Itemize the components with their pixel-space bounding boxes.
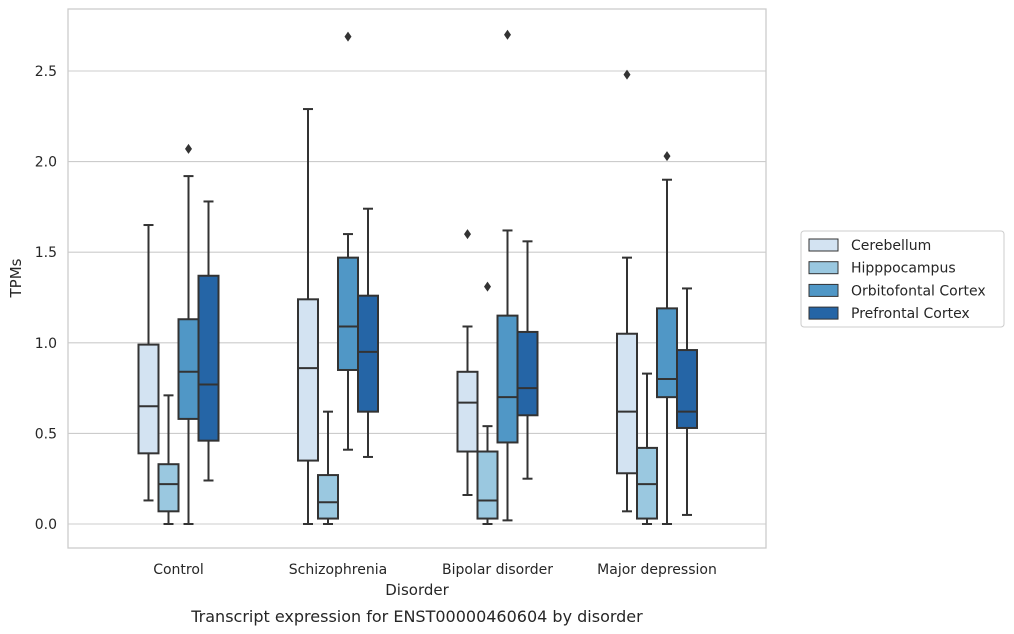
box-iqr	[616, 332, 638, 475]
y-tick-label: 2.0	[35, 155, 57, 171]
y-tick-label: 0.5	[35, 426, 57, 442]
box-plot	[616, 69, 638, 513]
x-tick-label: Control	[153, 562, 204, 578]
box-series	[137, 29, 698, 525]
box-plot	[496, 29, 519, 522]
box-iqr	[456, 370, 479, 453]
box-iqr	[476, 450, 499, 520]
box-plot	[476, 281, 499, 525]
box-iqr	[157, 463, 180, 513]
outlier-point	[623, 69, 631, 80]
y-axis-label: TPMs	[7, 258, 25, 298]
box-plot	[656, 151, 678, 525]
legend-swatch	[808, 261, 839, 275]
box-plot	[157, 394, 180, 525]
box-plot	[337, 31, 359, 451]
x-tick-label: Bipolar disorder	[442, 562, 553, 578]
outlier-point	[344, 31, 352, 42]
x-tick-label: Schizophrenia	[289, 562, 387, 578]
box-iqr	[357, 294, 379, 413]
box-iqr	[177, 318, 200, 420]
box-plot	[516, 240, 539, 480]
legend-swatch	[808, 238, 839, 252]
box-iqr	[137, 343, 160, 455]
box-plot	[297, 108, 319, 525]
y-tick-label: 2.5	[35, 64, 57, 80]
box-plot	[137, 224, 160, 502]
y-tick-labels: 0.0 0.5 1.0 1.5 2.0 2.5	[35, 64, 57, 533]
box-iqr	[197, 274, 220, 442]
box-iqr	[317, 474, 339, 520]
legend-label: Cerebellum	[851, 238, 931, 254]
box-plot	[317, 410, 339, 525]
box-plot	[197, 200, 220, 482]
box-iqr	[656, 307, 678, 399]
legend-swatch	[808, 306, 839, 320]
y-tick-label: 1.5	[35, 245, 57, 261]
legend-label: Prefrontal Cortex	[851, 306, 970, 322]
box-plot	[636, 372, 658, 525]
legend: Cerebellum Hipppocampus Orbitofontal Corte…	[800, 230, 1005, 328]
box-plot	[357, 207, 379, 458]
outlier-point	[504, 29, 511, 40]
legend-label: Orbitofontal Cortex	[851, 283, 986, 299]
chart-caption: Transcript expression for ENST0000046060…	[190, 607, 643, 626]
x-tick-labels: Control Schizophrenia Bipolar disorder Majo…	[153, 562, 717, 578]
box-plot	[676, 287, 698, 516]
legend-label: Hipppocampus	[851, 261, 956, 277]
box-iqr	[496, 314, 519, 444]
box-iqr	[337, 256, 359, 371]
x-axis-label: Disorder	[385, 581, 449, 599]
x-tick-label: Major depression	[597, 562, 717, 578]
plot-frame	[67, 8, 767, 549]
outlier-point	[663, 151, 671, 162]
y-tick-label: 0.0	[35, 517, 57, 533]
legend-swatch	[808, 283, 839, 297]
box-iqr	[516, 330, 539, 417]
box-iqr	[676, 349, 698, 429]
box-plot	[177, 143, 200, 525]
outlier-point	[484, 281, 491, 292]
legend-frame	[800, 230, 1005, 328]
gridlines	[68, 70, 766, 525]
outlier-point	[464, 229, 471, 240]
box-plot	[456, 229, 479, 497]
box-iqr	[297, 298, 319, 462]
y-tick-label: 1.0	[35, 336, 57, 352]
outlier-point	[185, 143, 192, 154]
